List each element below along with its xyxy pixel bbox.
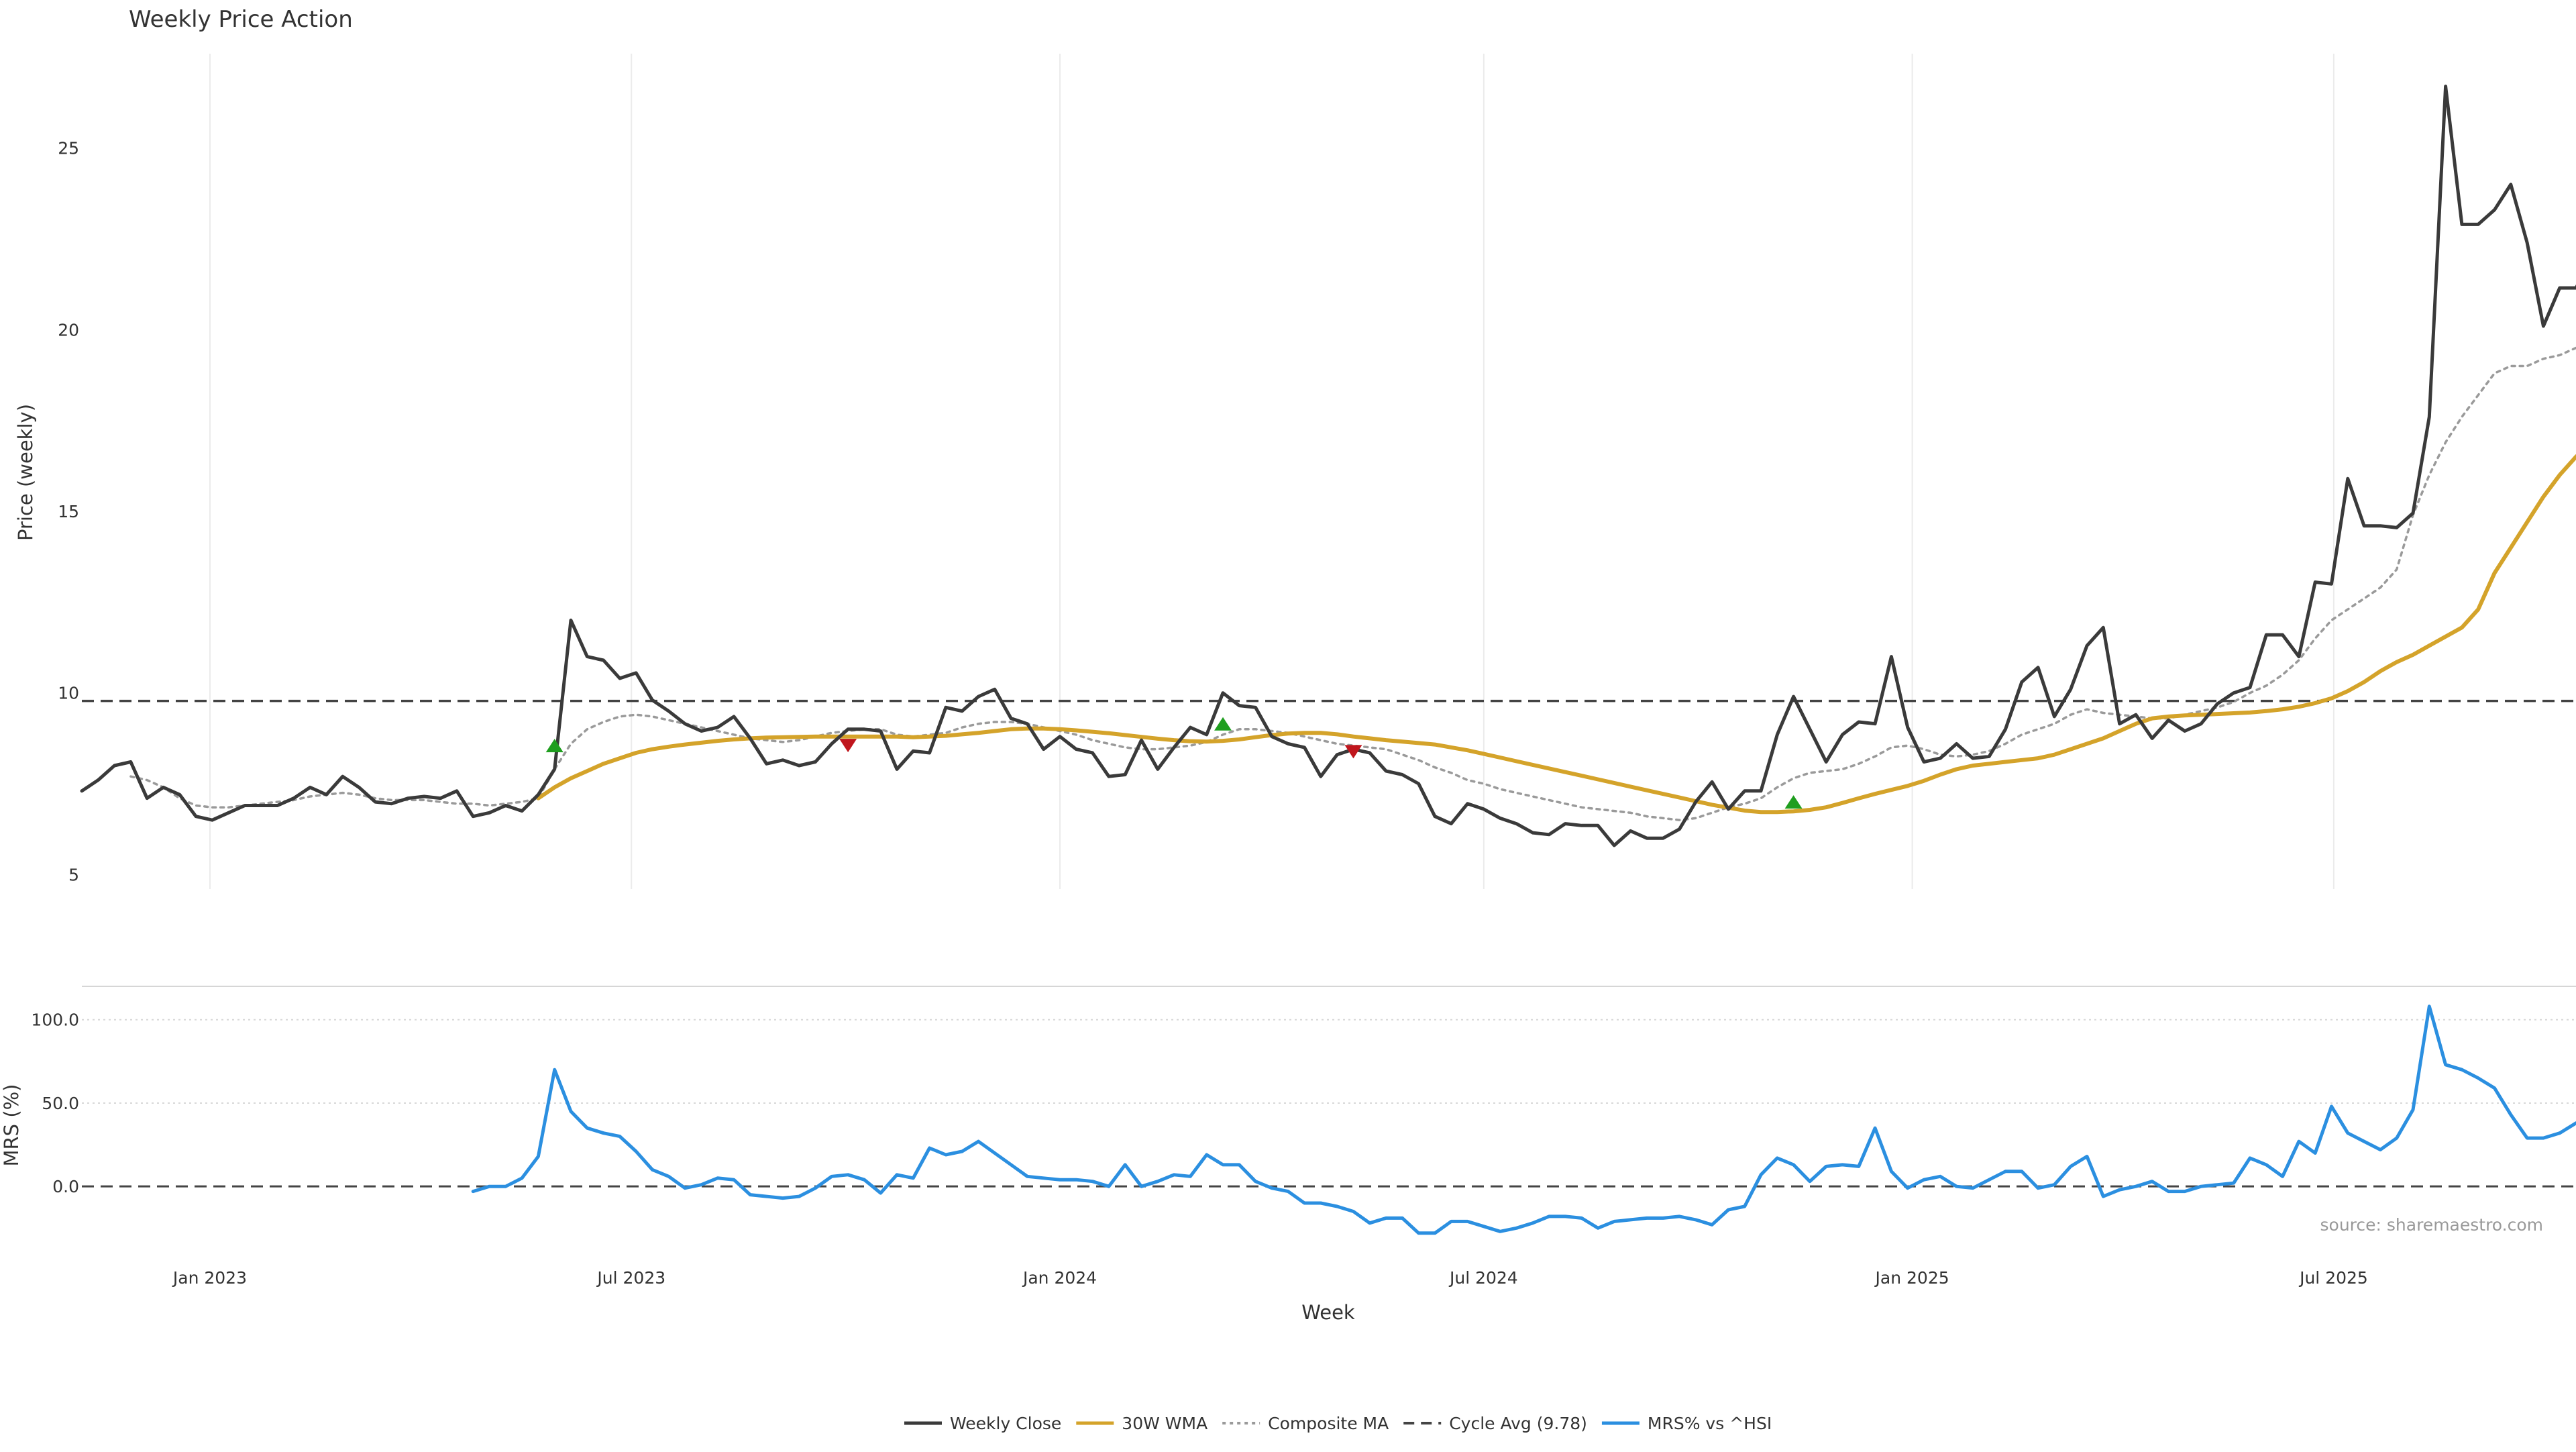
legend-item: Composite MA	[1222, 1414, 1389, 1433]
sell-signal-marker	[839, 739, 857, 753]
x-axis-label: Week	[1301, 1301, 1355, 1324]
price-axis-label: Price (weekly)	[14, 404, 37, 541]
axis-layer: Jan 2023 Jul 2023 Jan 2024 Jul 2024 Jan 2025…	[31, 139, 2367, 1288]
mrs-axis-label: MRS (%)	[0, 1084, 23, 1167]
price-y-tick-label: 20	[58, 320, 79, 340]
x-tick-label: Jul 2023	[596, 1268, 665, 1288]
legend-item: Weekly Close	[904, 1414, 1061, 1433]
chart-title: Weekly Price Action	[129, 6, 353, 33]
reference-lines	[82, 699, 2576, 1188]
x-tick-label: Jan 2025	[1874, 1268, 1949, 1288]
series-line-30w-wma	[536, 454, 2576, 815]
mrs-y-tick-label: 100.0	[31, 1010, 79, 1030]
legend: Weekly Close 30W WMA Composite MA Cycle Avg…	[904, 1414, 1772, 1433]
legend-label: MRS% vs ^HSI	[1648, 1414, 1772, 1433]
price-y-tick-label: 10	[58, 684, 79, 703]
price-y-tick-label: 15	[58, 502, 79, 521]
price-y-tick-label: 5	[68, 865, 79, 884]
legend-label: 30W WMA	[1122, 1414, 1208, 1433]
buy-signal-marker	[545, 739, 564, 753]
x-tick-label: Jan 2023	[172, 1268, 247, 1288]
grid-layer	[82, 54, 2576, 1104]
buy-signal-marker	[1214, 717, 1232, 731]
series-layer	[80, 85, 2576, 1235]
x-tick-label: Jan 2024	[1022, 1268, 1097, 1288]
sell-signal-marker	[1344, 745, 1362, 759]
signal-markers	[545, 717, 1803, 809]
legend-item: 30W WMA	[1076, 1414, 1208, 1433]
source-note: source: sharemaestro.com	[2320, 1215, 2544, 1235]
series-line-mrs-vs-hsi	[471, 1004, 2576, 1235]
legend-item: Cycle Avg (9.78)	[1403, 1414, 1587, 1433]
price-y-tick-label: 25	[58, 139, 79, 158]
x-tick-label: Jul 2025	[2298, 1268, 2368, 1288]
buy-signal-marker	[1784, 795, 1803, 809]
mrs-y-tick-label: 50.0	[42, 1094, 79, 1113]
x-tick-label: Jul 2024	[1448, 1268, 1518, 1288]
mrs-y-tick-label: 0.0	[52, 1177, 79, 1196]
legend-label: Composite MA	[1268, 1414, 1389, 1433]
series-line-composite-ma	[129, 346, 2576, 821]
legend-item: MRS% vs ^HSI	[1601, 1414, 1772, 1433]
legend-label: Weekly Close	[950, 1414, 1061, 1433]
legend-label: Cycle Avg (9.78)	[1449, 1414, 1587, 1433]
